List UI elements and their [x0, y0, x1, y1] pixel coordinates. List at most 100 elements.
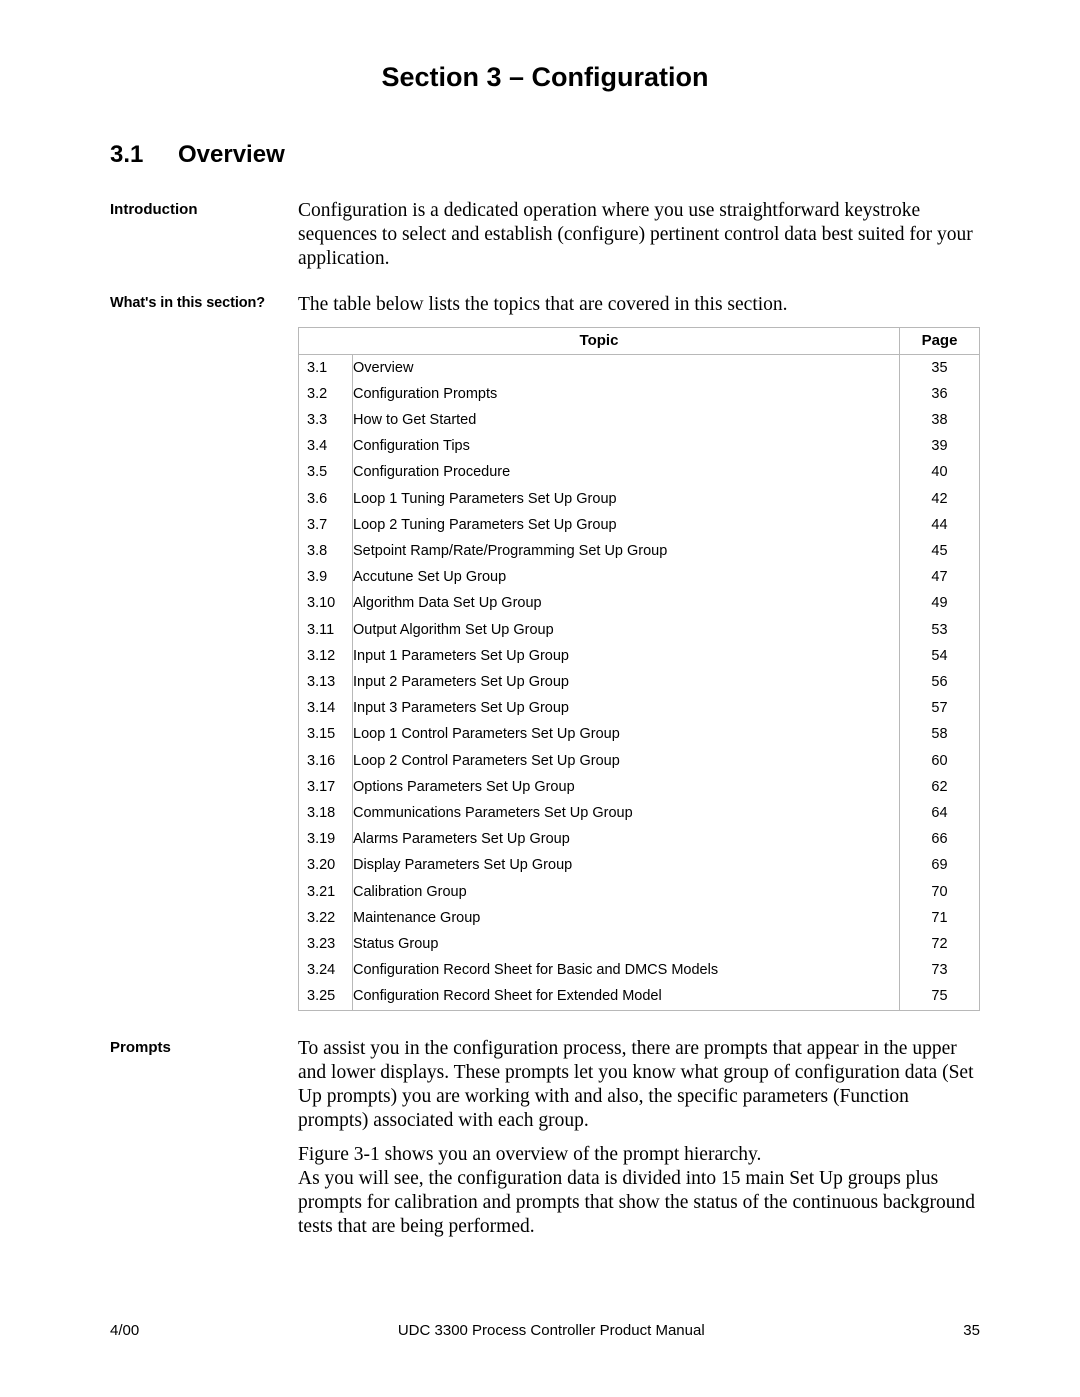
toc-row-page: 62	[900, 775, 980, 801]
whats-body: The table below lists the topics that ar…	[298, 293, 980, 1012]
section-title: Section 3 – Configuration	[110, 62, 980, 93]
toc-row-title: Algorithm Data Set Up Group	[353, 591, 900, 617]
toc-row-title: Configuration Procedure	[353, 460, 900, 486]
toc-row-number: 3.5	[299, 460, 353, 486]
whats-lead: The table below lists the topics that ar…	[298, 293, 980, 317]
toc-row-title: Loop 1 Control Parameters Set Up Group	[353, 722, 900, 748]
toc-row: 3.1Overview35	[299, 355, 980, 382]
toc-row-number: 3.7	[299, 513, 353, 539]
toc-row-title: Configuration Tips	[353, 434, 900, 460]
toc-row: 3.8Setpoint Ramp/Rate/Programming Set Up…	[299, 539, 980, 565]
toc-row-title: Output Algorithm Set Up Group	[353, 617, 900, 643]
prompts-para2a: Figure 3-1 shows you an overview of the …	[298, 1144, 761, 1165]
toc-row-title: Input 2 Parameters Set Up Group	[353, 670, 900, 696]
toc-row-page: 58	[900, 722, 980, 748]
toc-row-page: 49	[900, 591, 980, 617]
toc-row: 3.9Accutune Set Up Group47	[299, 565, 980, 591]
toc-row-title: Configuration Record Sheet for Extended …	[353, 984, 900, 1011]
toc-row-title: Overview	[353, 355, 900, 382]
prompts-block: Prompts To assist you in the configurati…	[110, 1037, 980, 1239]
toc-row-page: 53	[900, 617, 980, 643]
toc-row-page: 35	[900, 355, 980, 382]
toc-row-page: 64	[900, 801, 980, 827]
toc-row-title: How to Get Started	[353, 408, 900, 434]
toc-row-number: 3.13	[299, 670, 353, 696]
toc-row-page: 66	[900, 827, 980, 853]
prompts-para2: Figure 3-1 shows you an overview of the …	[298, 1143, 980, 1239]
toc-row-title: Display Parameters Set Up Group	[353, 853, 900, 879]
toc-row-number: 3.21	[299, 879, 353, 905]
toc-row-number: 3.4	[299, 434, 353, 460]
toc-table: Topic Page 3.1Overview353.2Configuration…	[298, 327, 980, 1012]
toc-row-page: 73	[900, 958, 980, 984]
toc-row-number: 3.24	[299, 958, 353, 984]
toc-row-number: 3.9	[299, 565, 353, 591]
toc-row: 3.2Configuration Prompts36	[299, 382, 980, 408]
toc-row: 3.19Alarms Parameters Set Up Group66	[299, 827, 980, 853]
toc-row: 3.10Algorithm Data Set Up Group49	[299, 591, 980, 617]
toc-row: 3.21Calibration Group70	[299, 879, 980, 905]
toc-row-title: Input 1 Parameters Set Up Group	[353, 644, 900, 670]
toc-row-number: 3.20	[299, 853, 353, 879]
toc-row-page: 70	[900, 879, 980, 905]
toc-row: 3.4Configuration Tips39	[299, 434, 980, 460]
toc-header-topic: Topic	[299, 327, 900, 354]
toc-row-title: Loop 2 Control Parameters Set Up Group	[353, 748, 900, 774]
page-footer: 4/00 UDC 3300 Process Controller Product…	[110, 1322, 980, 1339]
footer-center: UDC 3300 Process Controller Product Manu…	[398, 1322, 705, 1339]
toc-row: 3.25Configuration Record Sheet for Exten…	[299, 984, 980, 1011]
prompts-body: To assist you in the configuration proce…	[298, 1037, 980, 1239]
toc-row-page: 54	[900, 644, 980, 670]
toc-row-page: 45	[900, 539, 980, 565]
toc-row-title: Loop 1 Tuning Parameters Set Up Group	[353, 486, 900, 512]
toc-row-page: 72	[900, 932, 980, 958]
toc-row: 3.7Loop 2 Tuning Parameters Set Up Group…	[299, 513, 980, 539]
toc-row: 3.6Loop 1 Tuning Parameters Set Up Group…	[299, 486, 980, 512]
toc-row-number: 3.15	[299, 722, 353, 748]
subsection-number: 3.1	[110, 141, 178, 169]
toc-row-page: 38	[900, 408, 980, 434]
whats-block: What's in this section? The table below …	[110, 293, 980, 1012]
toc-row-title: Alarms Parameters Set Up Group	[353, 827, 900, 853]
intro-label: Introduction	[110, 199, 298, 218]
toc-header-page: Page	[900, 327, 980, 354]
toc-row-title: Status Group	[353, 932, 900, 958]
toc-row: 3.23Status Group72	[299, 932, 980, 958]
toc-row-number: 3.19	[299, 827, 353, 853]
toc-row-title: Loop 2 Tuning Parameters Set Up Group	[353, 513, 900, 539]
toc-row: 3.5Configuration Procedure40	[299, 460, 980, 486]
toc-row-title: Accutune Set Up Group	[353, 565, 900, 591]
intro-block: Introduction Configuration is a dedicate…	[110, 199, 980, 271]
toc-row-title: Maintenance Group	[353, 906, 900, 932]
toc-row-number: 3.11	[299, 617, 353, 643]
toc-row-number: 3.8	[299, 539, 353, 565]
whats-label: What's in this section?	[110, 293, 298, 311]
intro-body: Configuration is a dedicated operation w…	[298, 199, 980, 271]
toc-row-title: Configuration Record Sheet for Basic and…	[353, 958, 900, 984]
toc-row-page: 44	[900, 513, 980, 539]
toc-row-title: Configuration Prompts	[353, 382, 900, 408]
toc-row: 3.16Loop 2 Control Parameters Set Up Gro…	[299, 748, 980, 774]
toc-row-title: Calibration Group	[353, 879, 900, 905]
toc-row-number: 3.12	[299, 644, 353, 670]
toc-row: 3.18Communications Parameters Set Up Gro…	[299, 801, 980, 827]
toc-row-page: 57	[900, 696, 980, 722]
toc-row-title: Options Parameters Set Up Group	[353, 775, 900, 801]
toc-row-page: 42	[900, 486, 980, 512]
toc-row-number: 3.10	[299, 591, 353, 617]
toc-row-page: 75	[900, 984, 980, 1011]
toc-row-title: Communications Parameters Set Up Group	[353, 801, 900, 827]
toc-row: 3.14Input 3 Parameters Set Up Group57	[299, 696, 980, 722]
toc-row: 3.22Maintenance Group71	[299, 906, 980, 932]
toc-row-number: 3.18	[299, 801, 353, 827]
toc-row: 3.20Display Parameters Set Up Group69	[299, 853, 980, 879]
toc-row-number: 3.23	[299, 932, 353, 958]
toc-row-number: 3.22	[299, 906, 353, 932]
toc-row-number: 3.25	[299, 984, 353, 1011]
prompts-label: Prompts	[110, 1037, 298, 1056]
toc-row: 3.12Input 1 Parameters Set Up Group54	[299, 644, 980, 670]
toc-row-title: Input 3 Parameters Set Up Group	[353, 696, 900, 722]
footer-left: 4/00	[110, 1322, 139, 1339]
intro-text: Configuration is a dedicated operation w…	[298, 199, 980, 271]
toc-row-title: Setpoint Ramp/Rate/Programming Set Up Gr…	[353, 539, 900, 565]
